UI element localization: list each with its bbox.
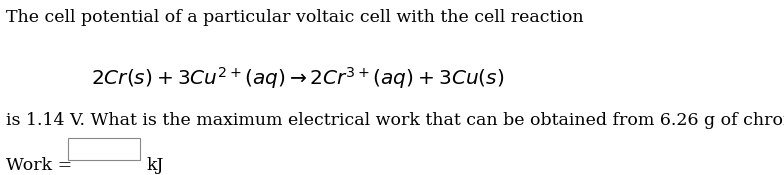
- Bar: [68, 138, 140, 160]
- Text: The cell potential of a particular voltaic cell with the cell reaction: The cell potential of a particular volta…: [6, 9, 584, 26]
- Text: is 1.14 V. What is the maximum electrical work that can be obtained from 6.26 g : is 1.14 V. What is the maximum electrica…: [6, 112, 784, 129]
- Text: Work =: Work =: [6, 158, 78, 174]
- Text: kJ: kJ: [147, 158, 164, 174]
- Text: $2\mathit{Cr}(\mathit{s}) + 3\mathit{Cu}^{2+}(\mathit{aq})\rightarrow 2\mathit{C: $2\mathit{Cr}(\mathit{s}) + 3\mathit{Cu}…: [91, 65, 505, 91]
